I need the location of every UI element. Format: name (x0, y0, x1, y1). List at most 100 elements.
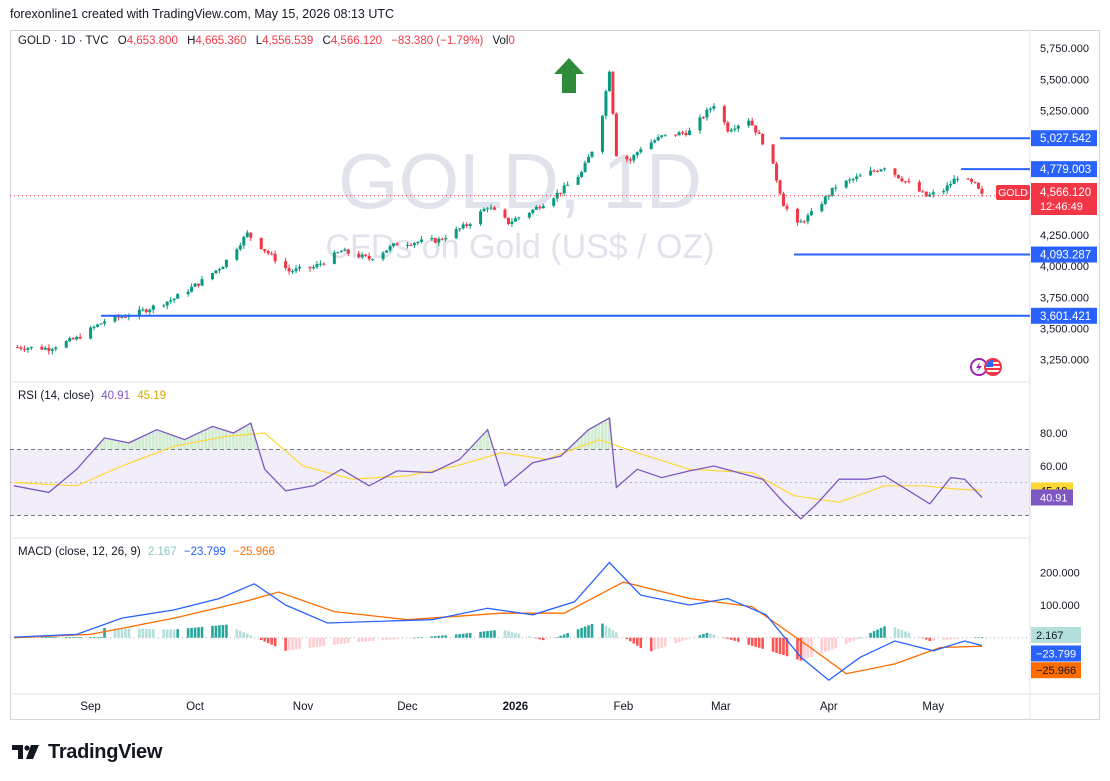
candle-body (607, 71, 611, 92)
candle-body (193, 283, 197, 287)
macd-histogram-bar (96, 636, 99, 638)
candle-body (576, 176, 580, 185)
candle-body (235, 249, 239, 260)
symbol-label[interactable]: GOLD · 1D · TVC (18, 35, 109, 47)
price-axis[interactable]: 5,750.000 5,500.000 5,250.000 4,250.000 4,00… (1040, 43, 1089, 366)
horizontal-levels[interactable]: 5,027.542 4,779.003 4,093.287 3,601.421 (101, 130, 1097, 324)
candle-body (510, 221, 514, 225)
candle-body (371, 259, 375, 261)
last-price-badge: GOLD 4,566.120 12:46:49 (996, 183, 1097, 215)
macd-histogram-bar (141, 628, 145, 638)
candle-body (635, 152, 639, 156)
macd-histogram-bar (796, 637, 799, 660)
macd-histogram-bar (855, 637, 858, 640)
candle-body (367, 255, 371, 260)
candle-body (479, 211, 483, 225)
macd-histogram-bar (218, 625, 221, 638)
candle-body (385, 250, 389, 253)
macd-histogram-bar (851, 637, 855, 641)
macd-histogram-bar (635, 637, 639, 646)
macd-histogram-bar (44, 636, 47, 638)
time-tick-label: Mar (711, 701, 731, 713)
macd-histogram-bar (486, 631, 489, 638)
macd-histogram-bar (458, 634, 461, 638)
macd-histogram-bar (980, 636, 984, 638)
signal-legend-value: −25.966 (233, 546, 275, 558)
macd-histogram-bar (64, 636, 68, 638)
macd-histogram-bar (601, 623, 604, 638)
candle-body (96, 324, 100, 327)
badge-countdown: 12:46:49 (1040, 201, 1083, 213)
macd-histogram-bar (148, 628, 152, 638)
candle-body (580, 172, 584, 177)
candle-body (802, 221, 806, 223)
macd-histogram-bar (656, 637, 660, 649)
us-flag-icon[interactable] (984, 358, 1002, 376)
footer-logo[interactable]: TradingView (12, 740, 162, 764)
candle-body (440, 238, 444, 240)
macd-histogram-bar (270, 637, 273, 645)
price-tick-label: 3,750.000 (1040, 292, 1089, 304)
candle-body (357, 253, 361, 258)
macd-histogram-bar (197, 627, 200, 638)
candle-body (291, 271, 295, 273)
candle-body (486, 208, 490, 210)
candle-body (409, 244, 413, 246)
candle-body (698, 117, 702, 131)
arrow-up-icon (554, 58, 584, 93)
candle-body (489, 207, 493, 209)
macd-histogram-bar (611, 630, 615, 638)
macd-histogram-bar (970, 637, 973, 639)
rsi-ma-legend-value: 45.19 (137, 390, 167, 402)
candle-body (47, 347, 51, 351)
candle-body (722, 106, 726, 123)
macd-histogram-bar (117, 628, 120, 638)
time-tick-label: May (922, 701, 944, 713)
candle-body (284, 261, 288, 269)
candle-body (513, 218, 517, 222)
candle-body (461, 224, 465, 229)
macd-histogram-bar (172, 629, 176, 638)
candle-body (172, 298, 176, 301)
candle-body (493, 207, 497, 210)
macd-histogram-bar (371, 637, 374, 641)
high-label: H (187, 35, 196, 47)
macd-histogram-bar (761, 637, 764, 649)
macd-tick-label: 100.000 (1040, 600, 1080, 612)
macd-histogram-bar (945, 637, 949, 640)
macd-histogram-bar (315, 637, 319, 647)
macd-histogram-bar (872, 631, 876, 638)
candle-body (712, 106, 716, 109)
level-label: 4,779.003 (1040, 164, 1091, 176)
macd-histogram-bar (221, 624, 225, 638)
macd-tick-label: 200.000 (1040, 567, 1080, 579)
candle-body (653, 140, 657, 143)
candle-body (632, 155, 636, 161)
macd-histogram-bar (468, 632, 472, 638)
candle-body (924, 191, 928, 197)
candle-body (973, 181, 977, 183)
macd-value-label: −23.799 (1036, 648, 1076, 660)
macd-histogram-bar (893, 627, 897, 638)
candle-body (200, 279, 204, 286)
level-label: 3,601.421 (1040, 311, 1091, 323)
vol-value: 0 (508, 35, 515, 47)
macd-histogram-bar (712, 634, 716, 638)
macd-histogram-bar (392, 637, 395, 640)
macd-histogram-bar (510, 632, 514, 638)
candle-body (71, 338, 75, 340)
macd-histogram-bar (235, 629, 239, 638)
candle-body (259, 237, 263, 250)
time-tick-label: Nov (293, 701, 314, 713)
vol-label: Vol (492, 35, 509, 47)
macd-histogram-bar (437, 635, 441, 638)
candle-body (823, 196, 827, 204)
macd-histogram-bar (319, 637, 322, 647)
candle-body (541, 205, 545, 209)
candle-body (238, 245, 242, 250)
candle-body (896, 174, 900, 179)
event-icons[interactable] (970, 358, 1002, 376)
time-axis[interactable]: Sep Oct Nov Dec 2026 Feb Mar Apr May (80, 701, 944, 713)
level-badge (1031, 161, 1097, 178)
